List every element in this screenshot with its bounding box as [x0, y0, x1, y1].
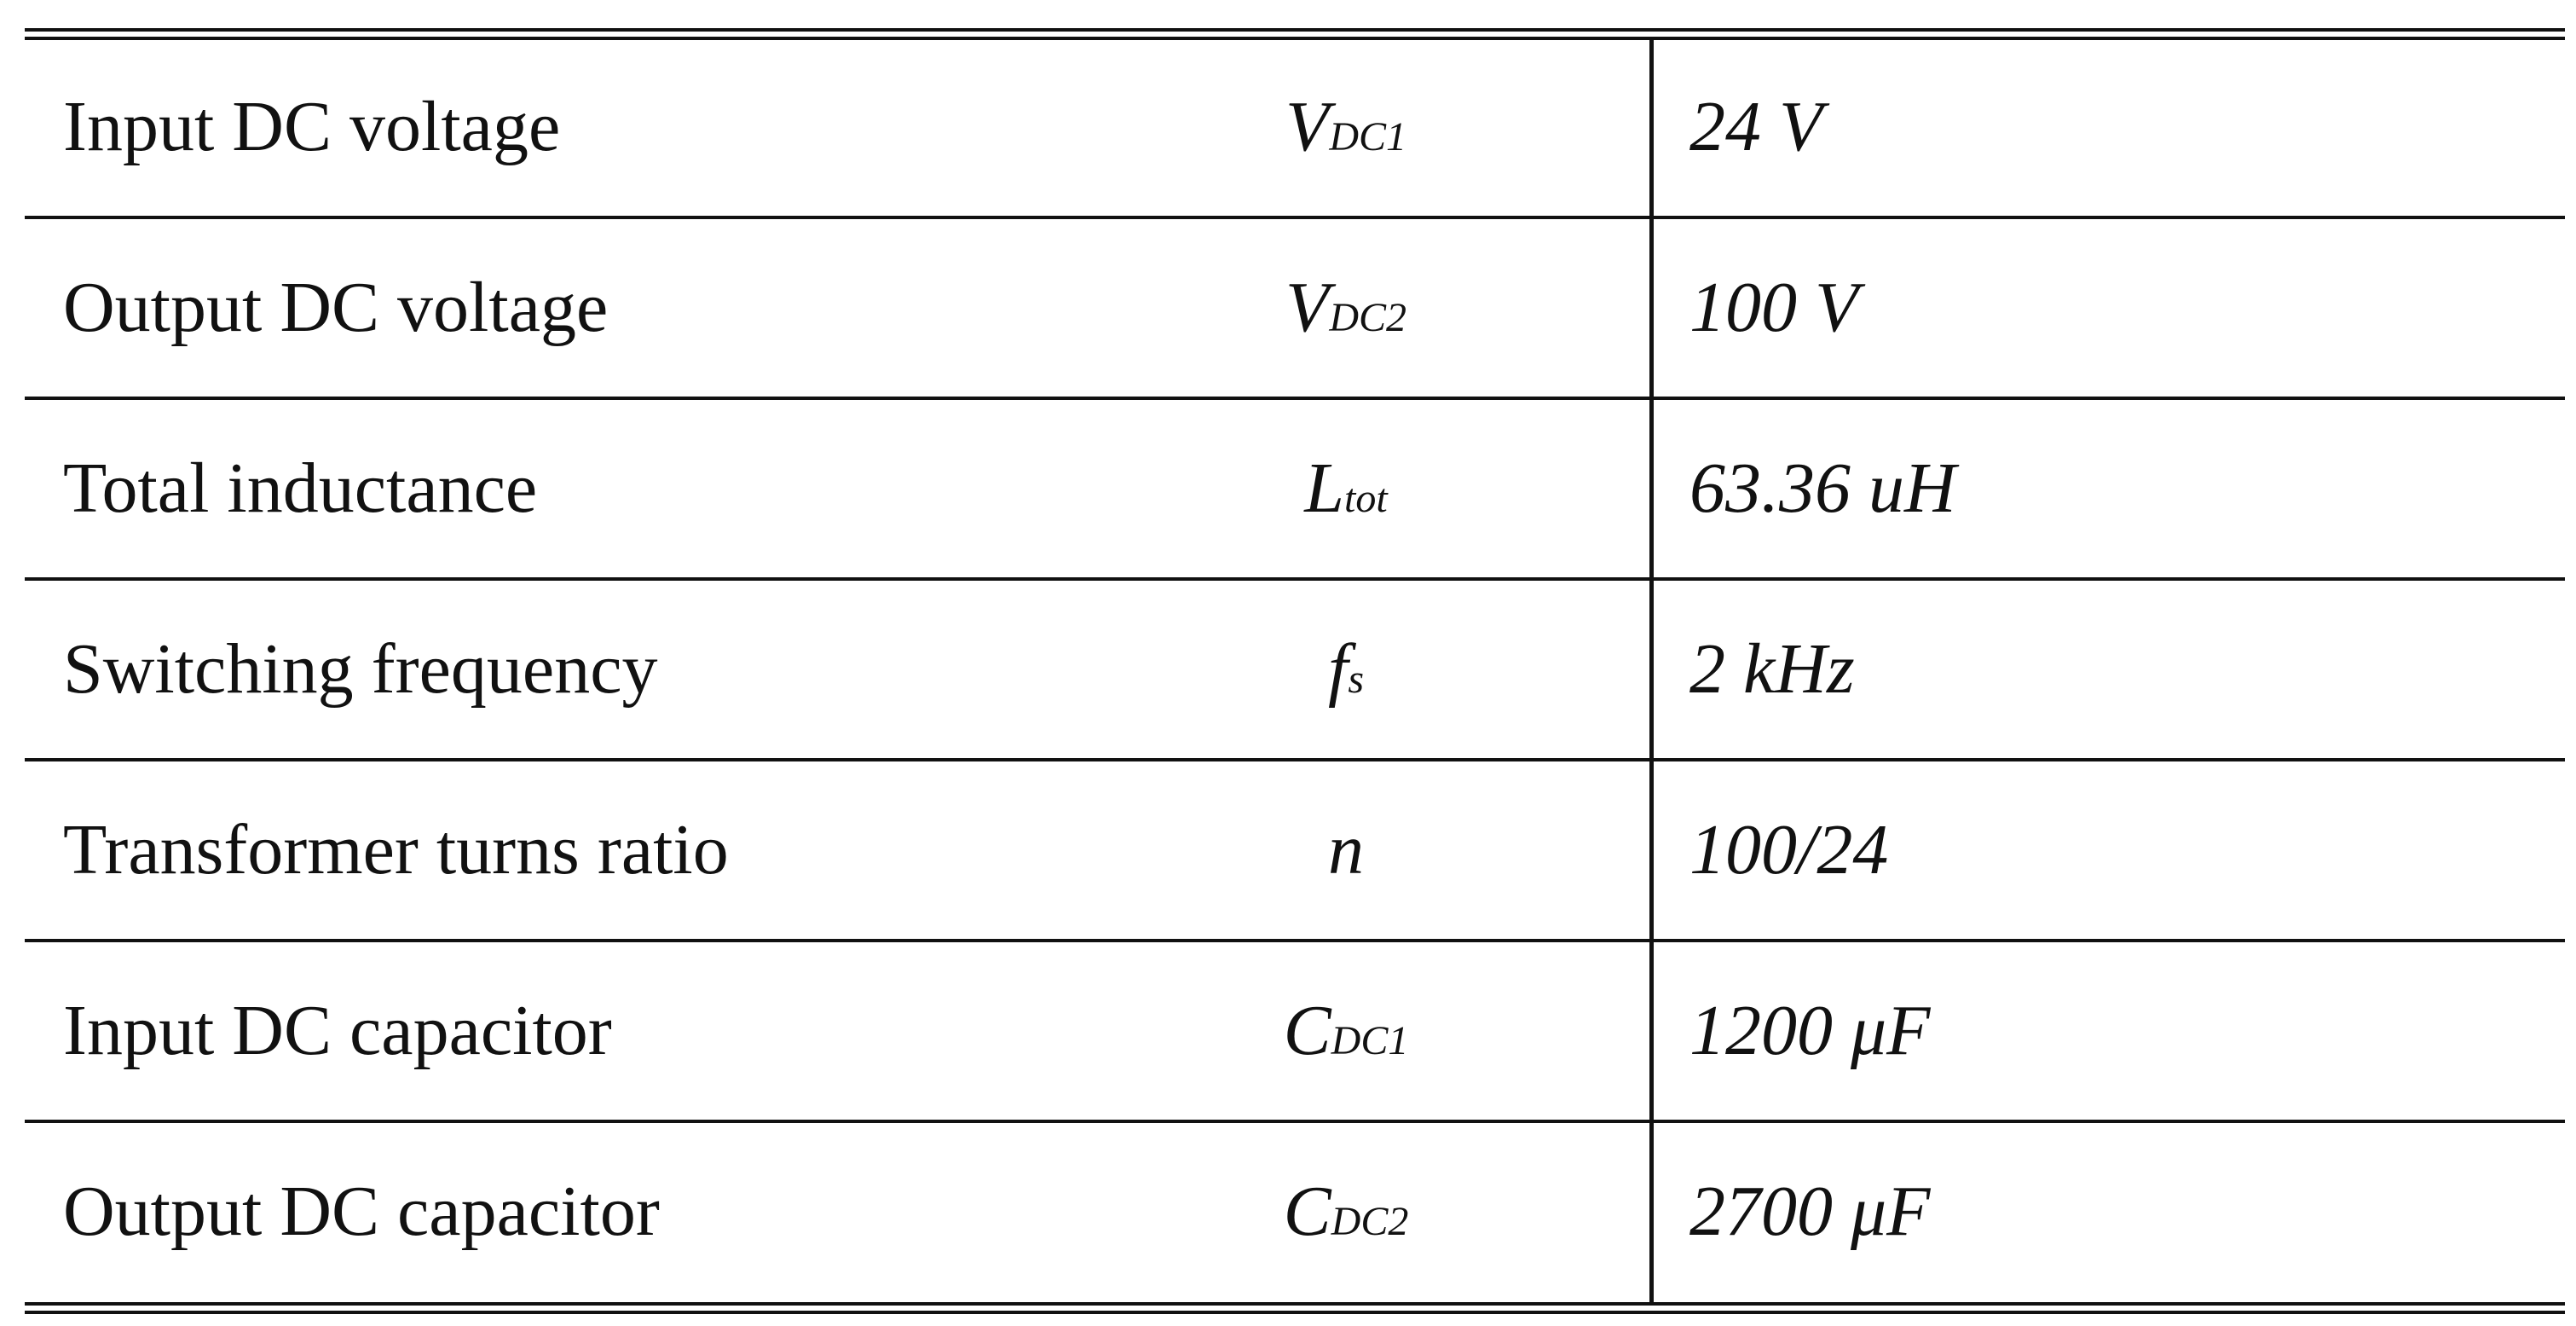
table-row: Input DC capacitor CDC1 1200 μF [25, 941, 2565, 1121]
symbol-cell: fs [962, 579, 1730, 760]
parameter: Output DC capacitor [63, 1172, 660, 1251]
top-rule [25, 37, 2565, 40]
table-row: Output DC voltage VDC2 100 V [25, 217, 2565, 398]
parameter: Input DC capacitor [63, 991, 612, 1070]
parameter: Transformer turns ratio [63, 810, 729, 889]
symbol: n [1328, 810, 1364, 889]
row-rule [25, 577, 2565, 581]
row-rule [25, 397, 2565, 400]
symbol: L [1304, 449, 1345, 528]
subscript: DC2 [1329, 295, 1406, 340]
symbol: V [1285, 268, 1330, 347]
row-rule [25, 758, 2565, 761]
value: 2 kHz [1689, 629, 1855, 709]
subscript: DC1 [1331, 1018, 1409, 1063]
symbol: f [1327, 629, 1349, 709]
subscript: s [1348, 657, 1365, 702]
value: 63.36 uH [1689, 449, 1956, 528]
table-row: Input DC voltage VDC1 24 V [25, 37, 2565, 217]
symbol: C [1283, 1172, 1331, 1251]
subscript: tot [1344, 476, 1388, 521]
bottom-rule [25, 1311, 2565, 1314]
symbol: C [1283, 991, 1331, 1070]
value: 100/24 [1689, 810, 1889, 889]
subscript: DC1 [1329, 114, 1406, 159]
subscript: DC2 [1331, 1199, 1409, 1244]
value: 1200 μF [1689, 991, 1931, 1070]
value: 2700 μF [1689, 1172, 1931, 1251]
symbol-cell: VDC1 [962, 37, 1730, 217]
bottom-rule [25, 1302, 2565, 1306]
parameter: Total inductance [63, 449, 538, 528]
value: 100 V [1689, 268, 1859, 347]
table-row: Transformer turns ratio n 100/24 [25, 760, 2565, 941]
row-rule [25, 1120, 2565, 1123]
row-rule [25, 216, 2565, 219]
table-row: Output DC capacitor CDC2 2700 μF [25, 1121, 2565, 1302]
symbol: V [1285, 87, 1330, 166]
table-row: Switching frequency fs 2 kHz [25, 579, 2565, 760]
parameter: Input DC voltage [63, 87, 561, 166]
column-divider [1649, 37, 1654, 1302]
symbol-cell: Ltot [962, 398, 1730, 579]
symbol-cell: n [962, 760, 1730, 941]
symbol-cell: CDC2 [962, 1121, 1730, 1302]
table-row: Total inductance Ltot 63.36 uH [25, 398, 2565, 579]
parameter: Switching frequency [63, 629, 658, 709]
parameter: Output DC voltage [63, 268, 609, 347]
row-rule [25, 939, 2565, 942]
symbol-cell: VDC2 [962, 217, 1730, 398]
top-rule [25, 28, 2565, 32]
value: 24 V [1689, 87, 1823, 166]
symbol-cell: CDC1 [962, 941, 1730, 1121]
